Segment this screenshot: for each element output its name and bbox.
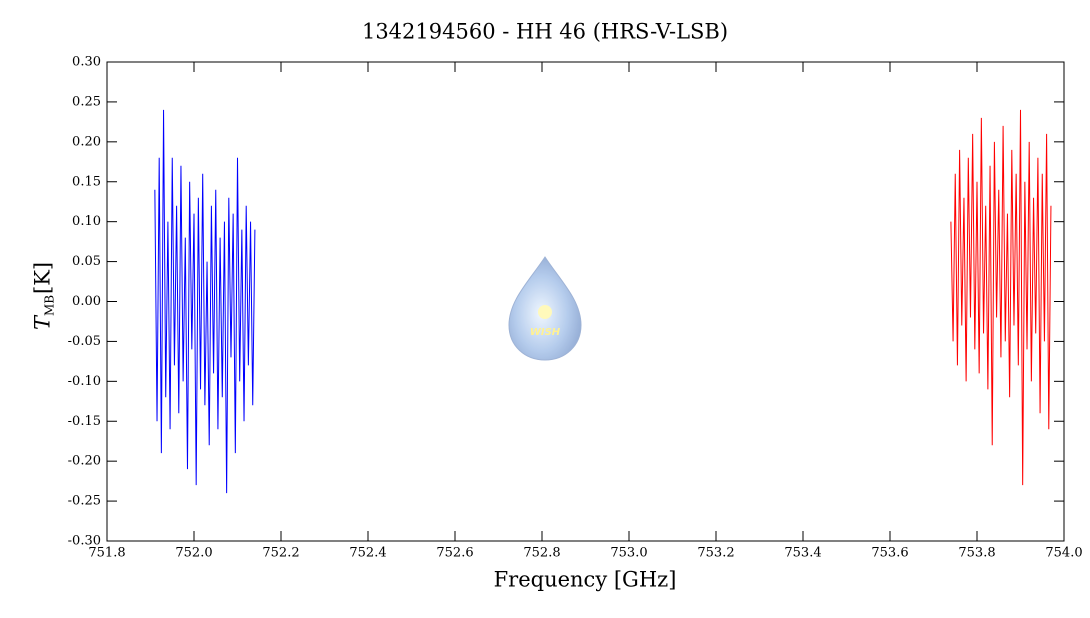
x-tick-label: 754.0 bbox=[1045, 546, 1082, 561]
x-axis-label: Frequency [GHz] bbox=[494, 568, 677, 592]
x-tick-label: 752.0 bbox=[175, 546, 212, 561]
y-tick-label: -0.10 bbox=[68, 374, 101, 389]
y-tick-label: 0.15 bbox=[72, 174, 101, 189]
y-label-subscript: MB bbox=[43, 295, 57, 316]
x-tick-label: 752.2 bbox=[262, 546, 299, 561]
y-tick-label: 0.05 bbox=[72, 254, 101, 269]
y-tick-label: 0.10 bbox=[72, 214, 101, 229]
y-tick-label: 0.00 bbox=[72, 294, 101, 309]
logo-text: WISH bbox=[530, 327, 561, 338]
logo: WISH bbox=[508, 256, 582, 361]
y-tick-label: -0.20 bbox=[68, 454, 101, 469]
y-tick-label: 0.30 bbox=[72, 55, 101, 70]
y-label-symbol: T bbox=[31, 314, 55, 330]
spectrum-line bbox=[950, 109, 1052, 486]
y-tick-label: 0.25 bbox=[72, 94, 101, 109]
x-tick-label: 753.2 bbox=[697, 546, 734, 561]
y-label-unit: [K] bbox=[31, 262, 55, 294]
y-tick-label: -0.05 bbox=[68, 334, 101, 349]
x-tick-label: 752.6 bbox=[436, 546, 473, 561]
y-axis-label: T MB [K] bbox=[31, 262, 57, 330]
x-tick-label: 751.8 bbox=[88, 546, 125, 561]
x-tick-label: 753.0 bbox=[610, 546, 647, 561]
x-tick-label: 753.4 bbox=[784, 546, 821, 561]
y-tick-label: -0.25 bbox=[68, 494, 101, 509]
y-tick-label: -0.30 bbox=[68, 534, 101, 549]
y-tick-label: -0.15 bbox=[68, 414, 101, 429]
chart-title: 1342194560 - HH 46 (HRS-V-LSB) bbox=[362, 20, 728, 44]
spectrum-line bbox=[154, 109, 256, 494]
x-tick-label: 752.8 bbox=[523, 546, 560, 561]
logo-star bbox=[538, 305, 552, 319]
x-tick-label: 753.6 bbox=[871, 546, 908, 561]
x-tick-label: 752.4 bbox=[349, 546, 386, 561]
y-tick-label: 0.20 bbox=[72, 134, 101, 149]
x-tick-label: 753.8 bbox=[958, 546, 995, 561]
plot-frame bbox=[106, 61, 1065, 542]
